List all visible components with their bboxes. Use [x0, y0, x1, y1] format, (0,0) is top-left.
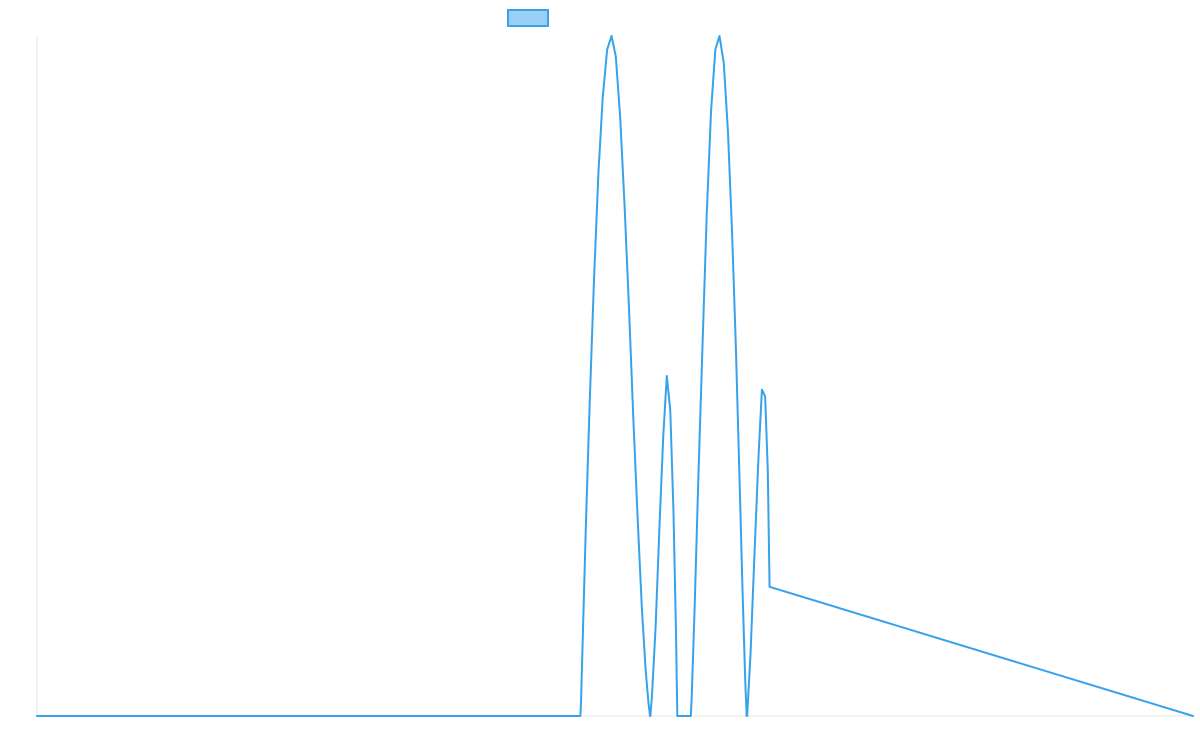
series-line-0 — [36, 35, 1194, 717]
legend-swatch-0[interactable] — [507, 9, 549, 27]
legend[interactable] — [507, 9, 549, 27]
plot-area — [36, 35, 1194, 717]
